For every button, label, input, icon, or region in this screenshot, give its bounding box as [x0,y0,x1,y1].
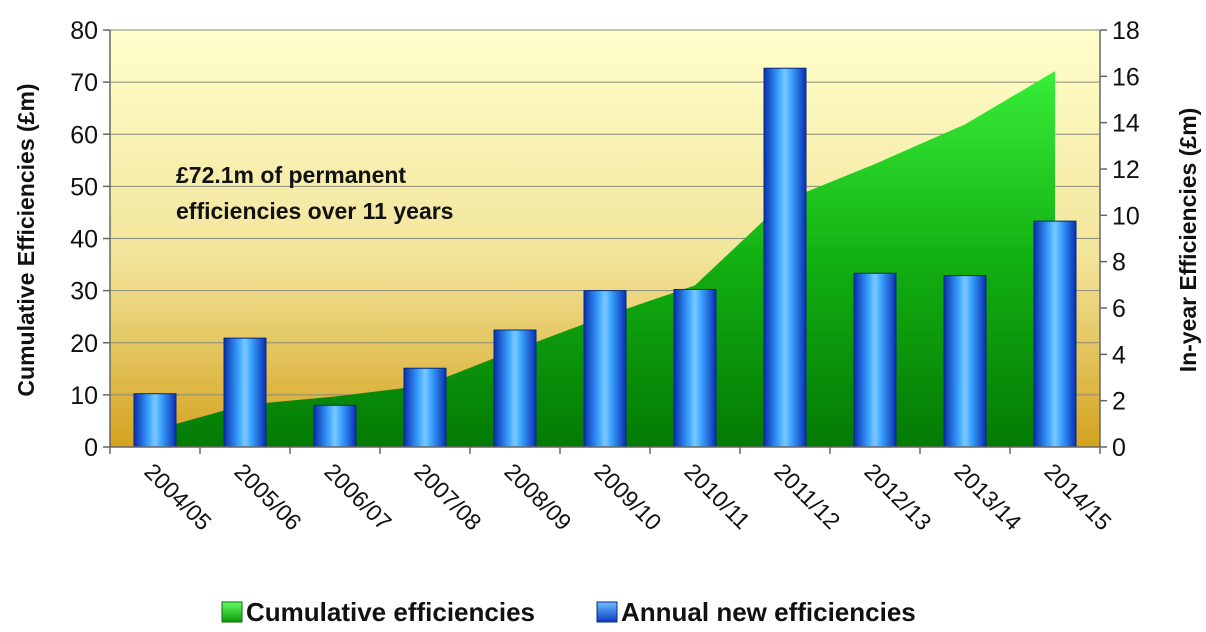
x-tick-label: 2013/14 [949,458,1026,535]
right-tick-label: 6 [1112,295,1126,323]
bar-2012-13 [853,272,897,448]
x-tick-label: 2004/05 [139,458,216,535]
x-tick-label: 2006/07 [319,458,396,535]
right-tick-label: 18 [1112,17,1140,45]
left-tick-label: 80 [70,17,98,45]
legend-label-cumulative: Cumulative efficiencies [246,597,535,627]
left-tick-label: 40 [70,226,98,254]
x-tick-label: 2007/08 [409,458,486,535]
annotation-line-2: efficiencies over 11 years [176,198,453,224]
x-tick-label: 2008/09 [499,458,576,535]
bar-2013-14 [943,275,987,448]
left-axis-label: Cumulative Efficiencies (£m) [13,83,39,396]
bar-2006-07 [313,404,357,448]
bar-2010-11 [673,288,717,448]
legend-swatch-annual [596,601,618,623]
legend-swatch-cumulative [221,601,243,623]
right-tick-label: 12 [1112,156,1140,184]
left-tick-label: 0 [84,434,98,462]
left-tick-label: 50 [70,173,98,201]
right-tick-label: 16 [1112,63,1140,91]
right-tick-label: 0 [1112,434,1126,462]
cumulative-efficiencies-area [155,71,1055,448]
x-tick-label: 2005/06 [229,458,306,535]
bar-2004-05 [133,393,177,448]
axes [103,29,1107,454]
left-tick-label: 70 [70,69,98,97]
left-tick-label: 60 [70,121,98,149]
annual-bars [133,67,1077,448]
bar-2007-08 [403,367,447,448]
x-tick-label: 2011/12 [769,458,845,534]
right-tick-label: 10 [1112,202,1140,230]
left-tick-label: 20 [70,330,98,358]
x-tick-label: 2014/15 [1039,458,1116,535]
right-tick-label: 2 [1112,388,1126,416]
right-tick-label: 14 [1112,110,1140,138]
bar-2014-15 [1033,220,1077,448]
bar-2009-10 [583,290,627,448]
left-tick-label: 30 [70,278,98,306]
right-tick-label: 8 [1112,249,1126,277]
x-tick-label: 2012/13 [859,458,936,535]
legend: Cumulative efficiencies Annual new effic… [221,597,916,627]
bar-2011-12 [763,67,807,448]
right-tick-label: 4 [1112,341,1126,369]
x-tick-label: 2010/11 [679,458,755,534]
bar-2005-06 [223,337,267,448]
legend-label-annual: Annual new efficiencies [621,597,916,627]
annotation-line-1: £72.1m of permanent [176,162,406,188]
bar-2008-09 [493,329,537,448]
x-tick-label: 2009/10 [589,458,666,535]
right-axis-label: In-year Efficiencies (£m) [1175,108,1201,373]
left-tick-label: 10 [70,382,98,410]
